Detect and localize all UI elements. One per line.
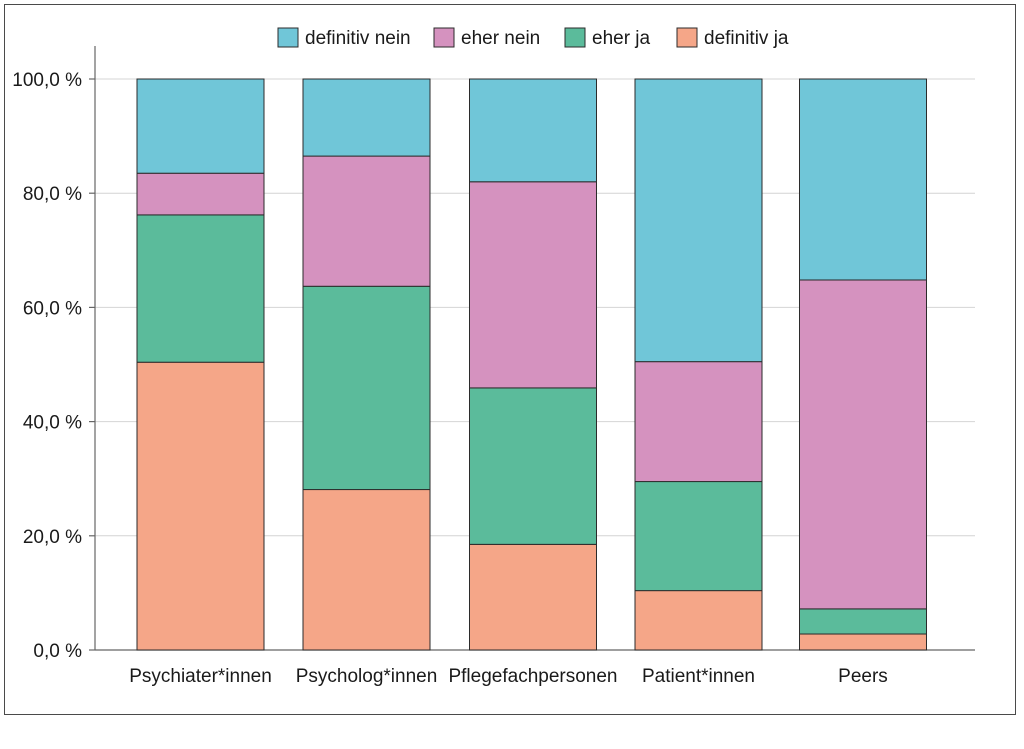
bar-segment [469, 387, 597, 545]
legend-label: definitiv nein [305, 28, 411, 49]
x-category-label: Patient*innen [642, 666, 755, 687]
x-category-label: Psycholog*innen [296, 666, 438, 687]
legend-label: eher ja [592, 28, 651, 49]
bar-segment [302, 155, 431, 287]
bar-segment [799, 78, 927, 281]
bar-segment [799, 279, 927, 610]
x-axis-labels: Psychiater*innen Psycholog*innen Pflegefac… [129, 666, 888, 687]
bar-segment [634, 361, 763, 483]
x-category-label: Psychiater*innen [129, 666, 272, 687]
bar-segment [469, 78, 597, 183]
legend: definitiv nein eher nein eher ja definitiv … [277, 27, 789, 49]
bar-segment [136, 361, 265, 651]
x-category-label: Peers [838, 666, 888, 687]
bar-segment [302, 489, 431, 651]
y-axis: 0,0 % 20,0 % 40,0 % 60,0 % 80,0 % 100,0 % [12, 46, 975, 662]
y-tick-label: 0,0 % [33, 641, 82, 662]
y-tick-label: 80,0 % [23, 184, 82, 205]
legend-swatch [277, 27, 299, 48]
bar-segment [136, 214, 265, 363]
legend-swatch [564, 27, 586, 48]
x-category-label: Pflegefachpersonen [448, 666, 617, 687]
bar-segment [469, 543, 597, 651]
bar-segment [136, 172, 265, 216]
bar-segment [302, 285, 431, 491]
bar-segment [799, 633, 927, 651]
bar-segment [634, 481, 763, 592]
bar-segment [302, 78, 431, 157]
legend-label: eher nein [461, 28, 540, 49]
bar-segment [634, 78, 763, 363]
y-tick-label: 60,0 % [23, 298, 82, 319]
bar-segment [469, 181, 597, 389]
legend-label: definitiv ja [704, 28, 789, 49]
bar-segment [799, 608, 927, 635]
legend-swatch [676, 27, 698, 48]
y-tick-label: 100,0 % [12, 70, 82, 91]
y-tick-label: 20,0 % [23, 527, 82, 548]
bar-segment [634, 590, 763, 651]
bar-segment [136, 78, 265, 174]
bars [136, 78, 927, 651]
y-tick-label: 40,0 % [23, 413, 82, 434]
legend-swatch [433, 27, 455, 48]
